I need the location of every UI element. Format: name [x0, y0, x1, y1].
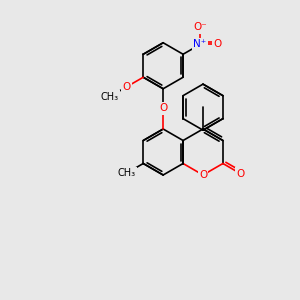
Text: CH₃: CH₃: [117, 168, 135, 178]
Text: O: O: [122, 82, 130, 92]
Text: N⁺: N⁺: [194, 40, 207, 50]
Text: O: O: [199, 170, 207, 180]
Text: O: O: [159, 103, 167, 113]
Text: O: O: [237, 169, 245, 179]
Text: CH₃: CH₃: [100, 92, 118, 102]
Text: O: O: [213, 40, 221, 50]
Text: O⁻: O⁻: [193, 22, 207, 32]
